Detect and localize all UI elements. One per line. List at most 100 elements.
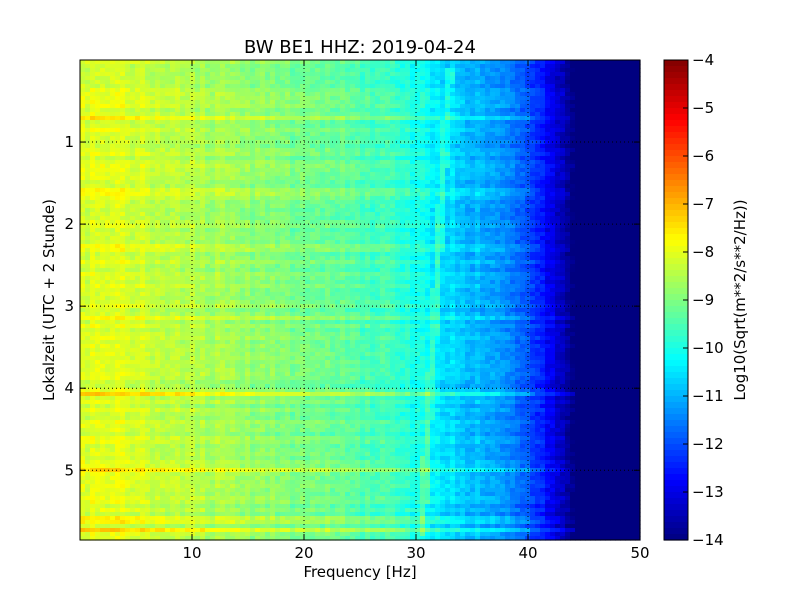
heatmap-cell bbox=[140, 148, 146, 153]
heatmap-cell bbox=[395, 108, 401, 113]
heatmap-cell bbox=[280, 92, 286, 97]
heatmap-cell bbox=[520, 216, 526, 221]
heatmap-cell bbox=[605, 220, 611, 225]
heatmap-cell bbox=[95, 156, 101, 161]
heatmap-cell bbox=[270, 212, 276, 217]
heatmap-cell bbox=[210, 160, 216, 165]
heatmap-cell bbox=[510, 64, 516, 69]
heatmap-cell bbox=[400, 152, 406, 157]
heatmap-cell bbox=[435, 120, 441, 125]
heatmap-cell bbox=[555, 144, 561, 149]
heatmap-cell bbox=[175, 208, 181, 213]
heatmap-cell bbox=[265, 228, 271, 233]
heatmap-cell bbox=[130, 188, 136, 193]
heatmap-cell bbox=[270, 208, 276, 213]
heatmap-cell bbox=[310, 96, 316, 101]
heatmap-cell bbox=[300, 172, 306, 177]
heatmap-cell bbox=[330, 152, 336, 157]
heatmap-cell bbox=[515, 84, 521, 89]
heatmap-cell bbox=[280, 80, 286, 85]
heatmap-cell bbox=[600, 156, 606, 161]
heatmap-cell bbox=[345, 80, 351, 85]
heatmap-cell bbox=[475, 212, 481, 217]
heatmap-cell bbox=[100, 156, 106, 161]
heatmap-cell bbox=[275, 128, 281, 133]
heatmap-cell bbox=[335, 200, 341, 205]
heatmap-cell bbox=[500, 128, 506, 133]
heatmap-cell bbox=[390, 176, 396, 181]
heatmap-cell bbox=[185, 168, 191, 173]
heatmap-cell bbox=[130, 160, 136, 165]
heatmap-cell bbox=[195, 216, 201, 221]
heatmap-cell bbox=[360, 80, 366, 85]
heatmap-cell bbox=[395, 88, 401, 93]
heatmap-cell bbox=[125, 76, 131, 81]
heatmap-cell bbox=[470, 84, 476, 89]
heatmap-cell bbox=[105, 64, 111, 69]
heatmap-cell bbox=[195, 96, 201, 101]
heatmap-cell bbox=[575, 80, 581, 85]
heatmap-cell bbox=[315, 132, 321, 137]
heatmap-cell bbox=[235, 164, 241, 169]
heatmap-cell bbox=[175, 192, 181, 197]
heatmap-cell bbox=[305, 64, 311, 69]
heatmap-cell bbox=[165, 204, 171, 209]
heatmap-cell bbox=[190, 228, 196, 233]
heatmap-cell bbox=[445, 148, 451, 153]
heatmap-cell bbox=[275, 220, 281, 225]
heatmap-cell bbox=[375, 204, 381, 209]
heatmap-cell bbox=[280, 88, 286, 93]
heatmap-cell bbox=[585, 76, 591, 81]
heatmap-cell bbox=[430, 104, 436, 109]
heatmap-cell bbox=[290, 76, 296, 81]
heatmap-cell bbox=[395, 112, 401, 117]
heatmap-cell bbox=[230, 148, 236, 153]
heatmap-cell bbox=[410, 192, 416, 197]
heatmap-cell bbox=[350, 184, 356, 189]
heatmap-cell bbox=[280, 68, 286, 73]
heatmap-cell bbox=[575, 140, 581, 145]
heatmap-cell bbox=[125, 80, 131, 85]
heatmap-cell bbox=[195, 136, 201, 141]
heatmap-cell bbox=[635, 64, 641, 69]
heatmap-cell bbox=[185, 88, 191, 93]
heatmap-cell bbox=[470, 192, 476, 197]
heatmap-cell bbox=[370, 152, 376, 157]
heatmap-cell bbox=[80, 112, 86, 117]
heatmap-cell bbox=[315, 172, 321, 177]
heatmap-cell bbox=[325, 92, 331, 97]
heatmap-cell bbox=[250, 200, 256, 205]
heatmap-cell bbox=[495, 196, 501, 201]
heatmap-cell bbox=[345, 212, 351, 217]
heatmap-cell bbox=[85, 140, 91, 145]
heatmap-cell bbox=[495, 140, 501, 145]
heatmap-cell bbox=[630, 144, 636, 149]
heatmap-cell bbox=[235, 228, 241, 233]
heatmap-cell bbox=[415, 108, 421, 113]
heatmap-cell bbox=[320, 184, 326, 189]
heatmap-cell bbox=[455, 136, 461, 141]
heatmap-cell bbox=[320, 116, 326, 121]
heatmap-cell bbox=[335, 196, 341, 201]
heatmap-cell bbox=[405, 112, 411, 117]
heatmap-cell bbox=[450, 232, 456, 237]
heatmap-cell bbox=[360, 132, 366, 137]
heatmap-cell bbox=[450, 104, 456, 109]
heatmap-cell bbox=[585, 152, 591, 157]
heatmap-cell bbox=[130, 196, 136, 201]
heatmap-cell bbox=[240, 64, 246, 69]
heatmap-cell bbox=[535, 204, 541, 209]
heatmap-cell bbox=[380, 188, 386, 193]
heatmap-cell bbox=[530, 156, 536, 161]
heatmap-cell bbox=[315, 72, 321, 77]
heatmap-cell bbox=[395, 92, 401, 97]
heatmap-cell bbox=[530, 148, 536, 153]
heatmap-cell bbox=[85, 92, 91, 97]
heatmap-cell bbox=[145, 224, 151, 229]
heatmap-cell bbox=[500, 152, 506, 157]
heatmap-cell bbox=[595, 84, 601, 89]
heatmap-cell bbox=[190, 116, 196, 121]
heatmap-cell bbox=[395, 216, 401, 221]
heatmap-cell bbox=[170, 196, 176, 201]
heatmap-cell bbox=[500, 168, 506, 173]
